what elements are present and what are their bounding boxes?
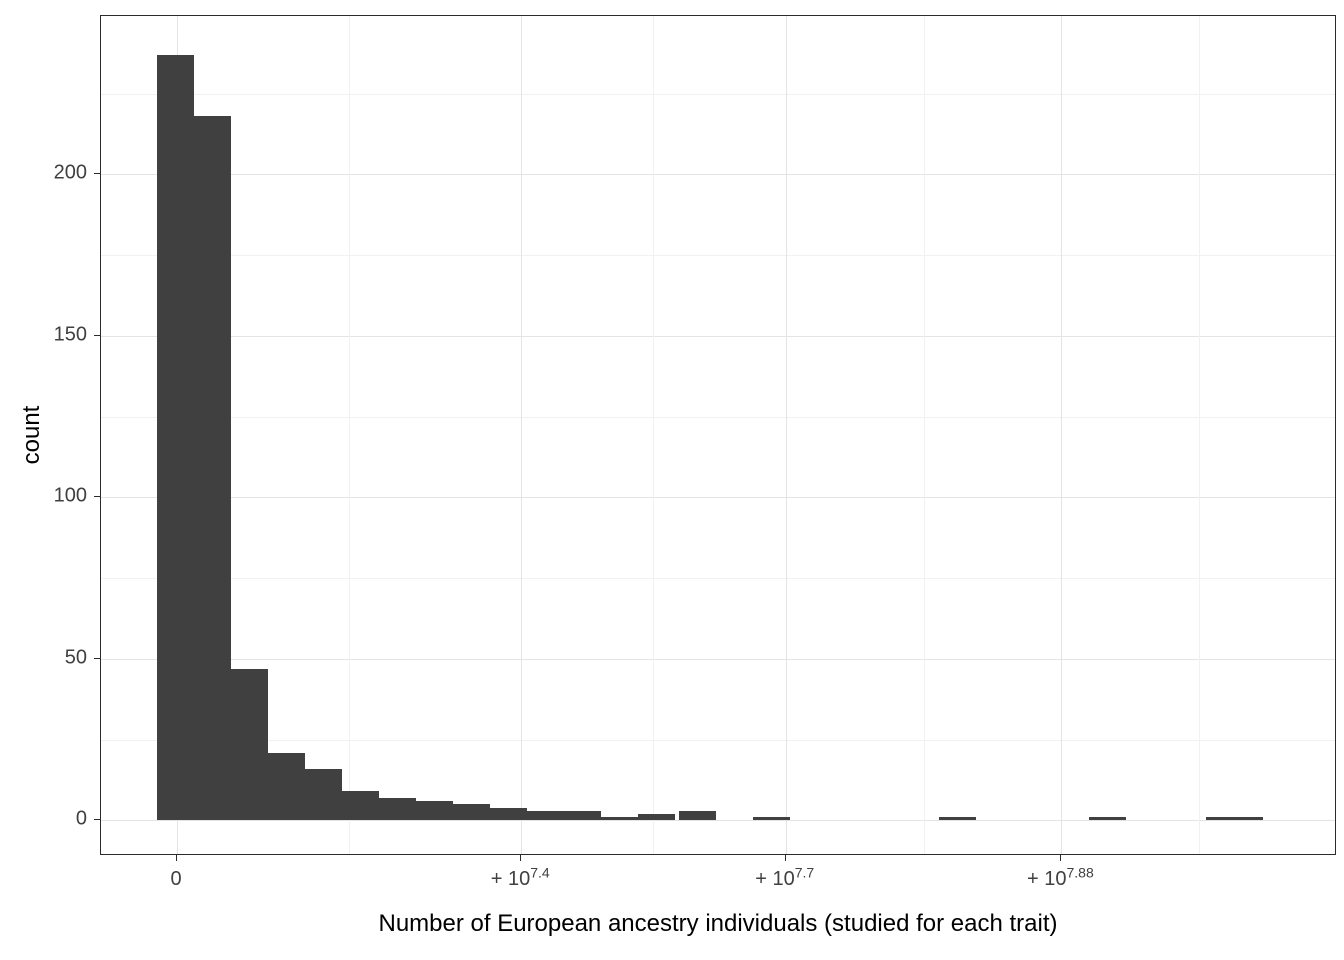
x-tick-exponent: 7.7 bbox=[794, 864, 815, 881]
grid-minor-vertical bbox=[923, 16, 925, 854]
histogram-bar bbox=[489, 807, 527, 821]
histogram-bar bbox=[564, 810, 601, 821]
histogram-bar bbox=[752, 817, 790, 821]
grid-minor-horizontal bbox=[101, 739, 1335, 741]
grid-major-horizontal bbox=[101, 658, 1335, 660]
plot-panel bbox=[100, 15, 1336, 855]
x-tick-label: + 107.7 bbox=[755, 865, 814, 891]
x-tick-base: + 10 bbox=[490, 868, 531, 890]
grid-major-vertical bbox=[1061, 16, 1063, 854]
grid-major-horizontal bbox=[101, 174, 1335, 176]
x-tick-mark bbox=[176, 855, 177, 861]
histogram-bar bbox=[527, 810, 564, 821]
grid-minor-vertical bbox=[349, 16, 351, 854]
x-tick-mark bbox=[1060, 855, 1062, 861]
histogram-bar bbox=[453, 804, 490, 821]
grid-major-vertical bbox=[521, 16, 523, 854]
x-tick-mark bbox=[784, 855, 786, 861]
grid-major-horizontal bbox=[101, 335, 1335, 337]
y-tick-label: 200 bbox=[53, 161, 87, 184]
y-tick-mark bbox=[94, 173, 100, 175]
y-tick-label: 100 bbox=[53, 484, 87, 507]
x-tick-base: 0 bbox=[170, 868, 182, 890]
histogram-bar bbox=[600, 817, 638, 821]
histogram-bar bbox=[415, 801, 453, 821]
grid-major-horizontal bbox=[101, 497, 1335, 499]
y-tick-label: 0 bbox=[75, 807, 87, 830]
y-axis-title: count bbox=[18, 405, 45, 465]
histogram-bar bbox=[156, 54, 194, 821]
x-tick-exponent: 7.88 bbox=[1066, 864, 1094, 881]
histogram-bar bbox=[678, 810, 716, 821]
x-tick-label: + 107.4 bbox=[490, 865, 550, 891]
x-tick-base: + 10 bbox=[755, 868, 795, 890]
grid-minor-horizontal bbox=[101, 255, 1335, 257]
y-tick-mark bbox=[94, 496, 100, 498]
x-tick-mark bbox=[520, 855, 522, 861]
histogram-bar bbox=[1089, 817, 1126, 821]
histogram-bar bbox=[304, 768, 342, 821]
x-tick-label: 0 bbox=[170, 868, 181, 891]
histogram-bar bbox=[193, 116, 231, 821]
histogram-bar bbox=[231, 668, 268, 821]
x-tick-label: + 107.88 bbox=[1026, 865, 1094, 891]
grid-major-horizontal bbox=[101, 820, 1335, 822]
histogram-bar bbox=[378, 797, 416, 821]
histogram-bar bbox=[342, 791, 379, 821]
x-tick-base: + 10 bbox=[1026, 868, 1067, 890]
grid-minor-vertical bbox=[653, 16, 655, 854]
x-axis-title: Number of European ancestry individuals … bbox=[378, 910, 1058, 937]
histogram-bar bbox=[267, 752, 305, 821]
grid-minor-horizontal bbox=[101, 416, 1335, 418]
histogram-bar bbox=[1205, 817, 1263, 821]
y-tick-mark bbox=[94, 657, 100, 659]
y-tick-mark bbox=[94, 819, 100, 821]
grid-minor-horizontal bbox=[101, 578, 1335, 580]
grid-minor-horizontal bbox=[101, 93, 1335, 95]
y-tick-mark bbox=[94, 334, 100, 336]
y-tick-label: 150 bbox=[53, 323, 87, 346]
histogram-bar bbox=[638, 814, 675, 821]
grid-major-vertical bbox=[785, 16, 787, 854]
histogram-bar bbox=[939, 817, 976, 821]
grid-minor-vertical bbox=[1199, 16, 1201, 854]
y-tick-label: 50 bbox=[64, 646, 87, 669]
x-tick-exponent: 7.4 bbox=[530, 864, 550, 881]
